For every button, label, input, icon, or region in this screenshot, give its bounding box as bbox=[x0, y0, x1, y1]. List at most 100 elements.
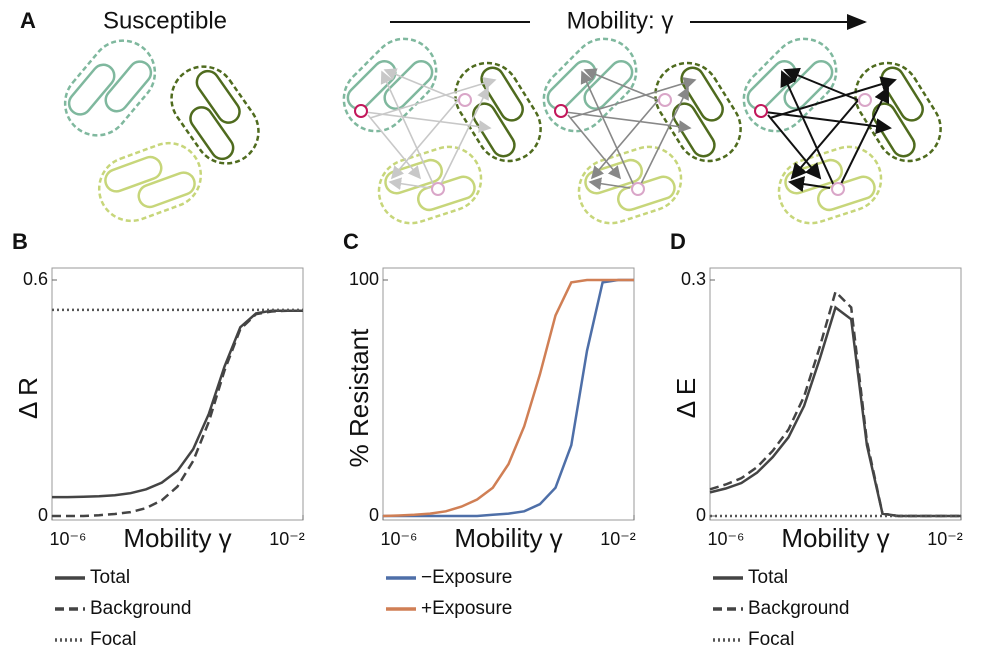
y-tick-label: 0 bbox=[369, 505, 379, 525]
patch-outline bbox=[97, 141, 203, 223]
panel-label: D bbox=[670, 229, 686, 254]
plot-frame bbox=[709, 267, 962, 521]
cell bbox=[104, 60, 153, 113]
patch bbox=[342, 37, 438, 133]
y-axis-label: % Resistant bbox=[344, 328, 374, 467]
patch bbox=[63, 39, 157, 137]
patch bbox=[742, 37, 838, 133]
panel-title: Susceptible bbox=[103, 7, 227, 34]
diagram bbox=[63, 37, 942, 225]
patch-outline bbox=[542, 37, 638, 133]
arrow bbox=[769, 76, 897, 119]
x-tick-label: 10⁻⁶ bbox=[50, 529, 87, 549]
cell bbox=[137, 171, 196, 209]
legend-label: +Exposure bbox=[421, 598, 512, 619]
arrow bbox=[837, 86, 890, 191]
x-tick-label: 10⁻⁶ bbox=[708, 529, 745, 549]
series-line bbox=[52, 309, 303, 518]
y-tick-label: 0 bbox=[696, 505, 706, 525]
arrow bbox=[390, 97, 461, 180]
arrow bbox=[388, 177, 431, 190]
series-line bbox=[382, 278, 634, 518]
focal-cell bbox=[754, 104, 768, 118]
arrow bbox=[437, 86, 489, 191]
patch-outline bbox=[854, 61, 942, 163]
patch bbox=[542, 37, 638, 133]
x-tick-label: 10⁻² bbox=[269, 529, 305, 549]
arrow bbox=[590, 97, 661, 180]
arrow bbox=[790, 97, 861, 180]
x-tick-label: 10⁻⁶ bbox=[381, 529, 418, 549]
y-tick-label: 0 bbox=[38, 505, 48, 525]
x-axis-label: Mobility γ bbox=[781, 523, 889, 553]
patch-outline bbox=[454, 61, 542, 163]
cell bbox=[617, 175, 676, 212]
y-tick-label: 100 bbox=[349, 269, 379, 289]
focal-cell bbox=[431, 182, 445, 196]
plot-frame bbox=[51, 267, 304, 521]
arrow bbox=[788, 176, 831, 192]
plot-frame bbox=[382, 267, 635, 521]
arrow bbox=[580, 70, 636, 189]
panel-label: B bbox=[12, 229, 28, 254]
cell bbox=[417, 175, 476, 212]
arrow bbox=[780, 70, 836, 189]
panel-label: C bbox=[343, 229, 359, 254]
patch-outline bbox=[63, 39, 157, 137]
legend-label: Total bbox=[748, 567, 788, 588]
series-line bbox=[383, 278, 634, 518]
x-axis-label: Mobility γ bbox=[454, 523, 562, 553]
focal-cell bbox=[458, 93, 472, 107]
patch bbox=[97, 141, 203, 223]
legend-label: Focal bbox=[90, 629, 136, 650]
patch bbox=[854, 61, 942, 163]
legend-label: Background bbox=[90, 598, 191, 619]
focal-cell bbox=[554, 104, 568, 118]
y-axis-label: Δ E bbox=[671, 378, 701, 419]
patch-outline bbox=[342, 37, 438, 133]
arrow bbox=[369, 77, 497, 119]
cell bbox=[104, 155, 163, 193]
focal-cell bbox=[631, 182, 645, 196]
y-tick-label: 0.6 bbox=[23, 269, 48, 289]
cell bbox=[817, 175, 876, 212]
arrow bbox=[567, 114, 622, 180]
patch bbox=[377, 145, 483, 225]
focal-cell bbox=[858, 93, 872, 107]
panel-title: Mobility: γ bbox=[567, 7, 674, 34]
x-tick-label: 10⁻² bbox=[600, 529, 636, 549]
arrow bbox=[783, 67, 859, 101]
legend-label: Focal bbox=[748, 629, 794, 650]
focal-cell bbox=[658, 93, 672, 107]
series-line bbox=[709, 289, 961, 518]
arrow bbox=[637, 86, 689, 191]
y-tick-label: 0.3 bbox=[681, 269, 706, 289]
arrow bbox=[588, 177, 631, 190]
patch bbox=[577, 145, 683, 225]
patch bbox=[170, 65, 260, 165]
arrow bbox=[583, 68, 659, 101]
cell bbox=[189, 106, 235, 161]
panel-label: A bbox=[20, 8, 36, 33]
focal-cell bbox=[831, 182, 845, 196]
focal-cell bbox=[354, 104, 368, 118]
patch bbox=[454, 61, 542, 163]
cell bbox=[472, 102, 516, 158]
cell bbox=[67, 63, 116, 116]
arrow bbox=[767, 114, 822, 180]
patch bbox=[654, 61, 742, 163]
arrow bbox=[569, 77, 697, 119]
arrow bbox=[380, 70, 436, 189]
x-axis-label: Mobility γ bbox=[123, 523, 231, 553]
legend-label: Background bbox=[748, 598, 849, 619]
cell bbox=[672, 102, 716, 158]
cell bbox=[195, 69, 241, 124]
series-line bbox=[709, 305, 961, 518]
patch bbox=[777, 145, 883, 225]
x-tick-label: 10⁻² bbox=[927, 529, 963, 549]
patch-outline bbox=[170, 65, 260, 165]
arrow bbox=[367, 114, 422, 180]
patch-outline bbox=[654, 61, 742, 163]
legend-label: −Exposure bbox=[421, 567, 512, 588]
